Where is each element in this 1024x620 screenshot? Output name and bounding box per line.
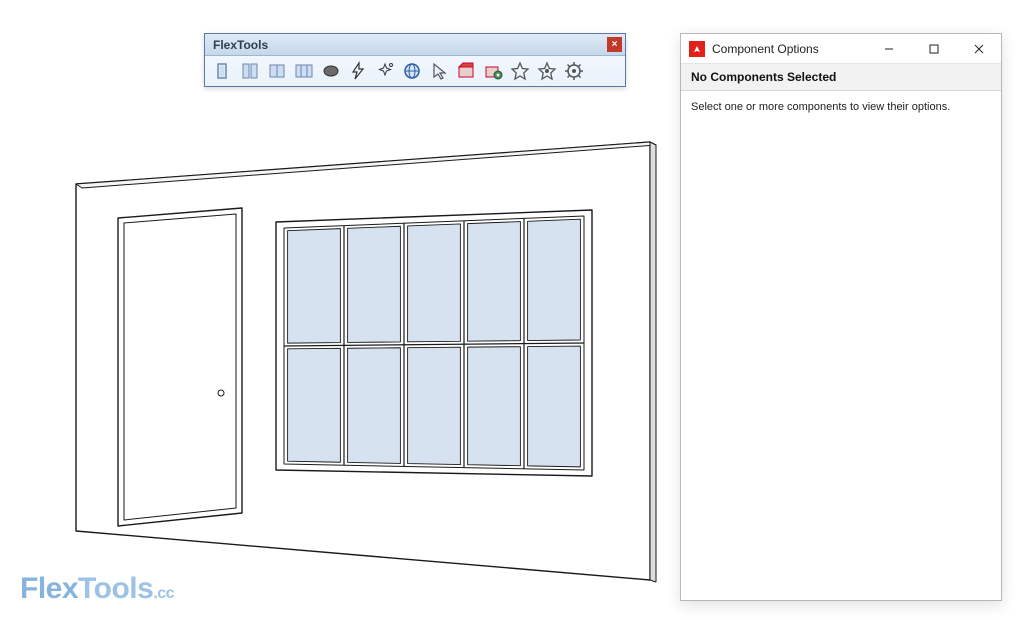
watermark: FlexTools.cc bbox=[20, 572, 174, 606]
watermark-light: Tools bbox=[78, 572, 153, 605]
component-gear-icon[interactable] bbox=[481, 59, 505, 83]
star-solid-icon[interactable] bbox=[535, 59, 559, 83]
globe-icon[interactable] bbox=[400, 59, 424, 83]
watermark-suffix: .cc bbox=[153, 585, 174, 602]
window-multi-icon[interactable] bbox=[292, 59, 316, 83]
component-options-body: Select one or more components to view th… bbox=[681, 91, 1001, 123]
flextools-title: FlexTools bbox=[213, 38, 268, 52]
window-single-icon[interactable] bbox=[265, 59, 289, 83]
component-options-titlebar[interactable]: Component Options bbox=[681, 34, 1001, 64]
flextools-toolbar: FlexTools × bbox=[204, 33, 626, 87]
sparkle-icon[interactable] bbox=[373, 59, 397, 83]
cursor-icon[interactable] bbox=[427, 59, 451, 83]
close-button[interactable] bbox=[956, 34, 1001, 64]
component-options-heading: No Components Selected bbox=[681, 64, 1001, 91]
maximize-button[interactable] bbox=[911, 34, 956, 64]
ellipse-tool-icon[interactable] bbox=[319, 59, 343, 83]
flextools-close-button[interactable]: × bbox=[607, 37, 622, 52]
flextools-titlebar[interactable]: FlexTools × bbox=[205, 34, 625, 56]
flextools-icon-row bbox=[205, 56, 625, 86]
component-options-window: Component Options No Components Selected… bbox=[680, 33, 1002, 601]
door-double-icon[interactable] bbox=[238, 59, 262, 83]
close-icon: × bbox=[612, 40, 618, 50]
sketchup-app-icon bbox=[689, 41, 705, 57]
minimize-button[interactable] bbox=[866, 34, 911, 64]
star-outline-icon[interactable] bbox=[508, 59, 532, 83]
lightning-icon[interactable] bbox=[346, 59, 370, 83]
watermark-bold: Flex bbox=[20, 572, 78, 605]
component-red-icon[interactable] bbox=[454, 59, 478, 83]
door-single-icon[interactable] bbox=[211, 59, 235, 83]
component-options-title: Component Options bbox=[712, 42, 866, 56]
settings-icon[interactable] bbox=[562, 59, 586, 83]
